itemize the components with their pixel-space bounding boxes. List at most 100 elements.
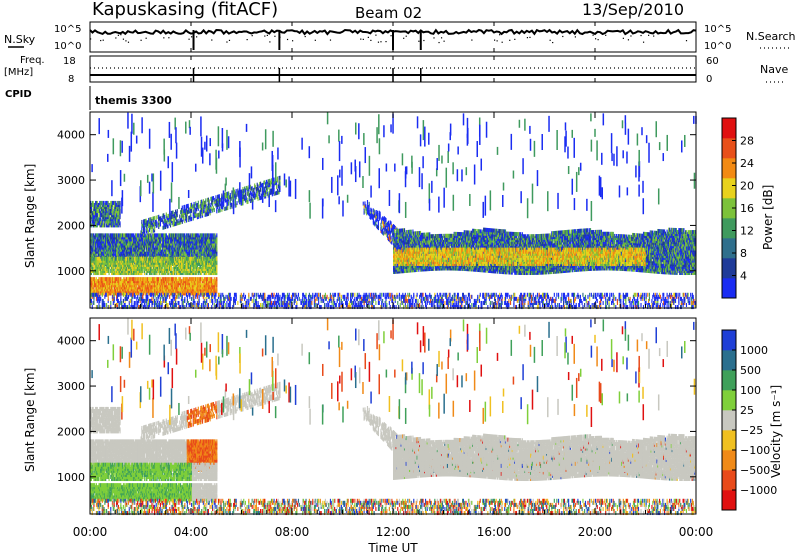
power-cell xyxy=(132,262,135,267)
power-cell xyxy=(185,258,188,263)
power-cell xyxy=(112,251,114,256)
power-cell xyxy=(100,264,103,269)
power-cell xyxy=(191,253,193,258)
power-cell xyxy=(93,233,95,238)
power-cell xyxy=(111,235,113,240)
power-cell xyxy=(197,256,199,261)
power-cell xyxy=(155,260,157,265)
power-cell xyxy=(100,253,103,258)
power-cell xyxy=(126,277,128,282)
power-cell xyxy=(214,237,216,242)
power-cell xyxy=(132,287,134,292)
power-cell xyxy=(106,262,108,267)
power-cell xyxy=(132,243,134,248)
power-cell xyxy=(194,258,196,263)
power-cell xyxy=(113,235,115,240)
power-cell xyxy=(183,249,185,254)
power-cell xyxy=(201,245,204,250)
power-cell xyxy=(180,271,183,276)
power-cell xyxy=(98,262,100,267)
power-cell xyxy=(114,260,116,265)
power-cell xyxy=(146,243,148,248)
power-cell xyxy=(137,253,139,258)
power-cell xyxy=(179,235,181,240)
power-cell xyxy=(203,241,205,246)
power-cell xyxy=(90,277,92,282)
power-cell xyxy=(201,233,203,238)
power-cell xyxy=(202,264,204,269)
power-cell xyxy=(186,235,188,240)
power-cell xyxy=(187,266,189,271)
power-cell xyxy=(105,268,108,273)
power-cell xyxy=(103,264,105,269)
power-cell xyxy=(157,260,159,265)
power-cell xyxy=(173,235,175,240)
power-cell xyxy=(148,258,151,263)
power-cell xyxy=(114,285,116,290)
power-cell xyxy=(103,268,105,273)
power-cell xyxy=(127,271,129,276)
power-cell xyxy=(105,235,107,240)
power-cell xyxy=(196,233,199,238)
power-cell xyxy=(206,239,208,244)
power-cell xyxy=(91,233,93,238)
power-cell xyxy=(161,253,163,258)
power-cell xyxy=(100,279,103,284)
power-cell xyxy=(148,243,150,248)
power-cell xyxy=(101,247,103,252)
power-cell xyxy=(195,256,197,261)
power-cell xyxy=(102,262,104,267)
power-cell xyxy=(132,255,135,260)
power-cell xyxy=(205,245,207,250)
power-cell xyxy=(189,237,191,242)
power-cell xyxy=(187,247,189,252)
power-cell xyxy=(166,235,168,240)
power-cell xyxy=(142,237,144,242)
power-cell xyxy=(106,268,108,273)
nsearch-point xyxy=(514,38,516,40)
power-cell xyxy=(137,255,140,260)
power-cell xyxy=(136,283,138,288)
power-cell xyxy=(127,260,129,265)
power-cell xyxy=(91,281,93,286)
power-cell xyxy=(143,247,145,252)
power-cell xyxy=(100,266,102,271)
power-cell xyxy=(121,260,123,265)
power-cell xyxy=(207,271,209,276)
power-cell xyxy=(98,239,100,244)
power-cell xyxy=(175,256,177,261)
power-cell xyxy=(106,245,108,250)
power-cell xyxy=(97,287,99,292)
power-cell xyxy=(228,191,230,196)
power-cell xyxy=(193,255,195,260)
power-cell xyxy=(176,255,178,260)
nsearch-point xyxy=(648,34,650,36)
power-cell xyxy=(135,235,137,240)
power-cell xyxy=(177,247,179,252)
power-cell xyxy=(180,266,182,271)
power-cell xyxy=(158,256,160,261)
power-cell xyxy=(117,266,119,271)
power-cell xyxy=(148,266,150,271)
power-cell xyxy=(140,262,142,267)
power-cell xyxy=(116,268,118,273)
power-cell xyxy=(94,258,96,263)
power-cell xyxy=(121,285,123,290)
power-cell xyxy=(105,266,107,271)
power-cell xyxy=(152,253,154,258)
power-cell xyxy=(199,237,201,242)
power-cell xyxy=(122,249,124,254)
power-cell xyxy=(100,271,103,276)
power-cell xyxy=(120,279,122,284)
power-cell xyxy=(90,237,92,242)
power-cell xyxy=(107,256,109,261)
power-cell xyxy=(90,233,92,238)
power-cell xyxy=(187,203,189,208)
power-cell xyxy=(102,289,104,294)
power-cell xyxy=(113,277,115,282)
power-cell xyxy=(109,251,111,256)
power-cell xyxy=(189,268,191,273)
power-cell xyxy=(157,249,159,254)
power-cell xyxy=(191,245,193,250)
power-cell xyxy=(163,247,165,252)
